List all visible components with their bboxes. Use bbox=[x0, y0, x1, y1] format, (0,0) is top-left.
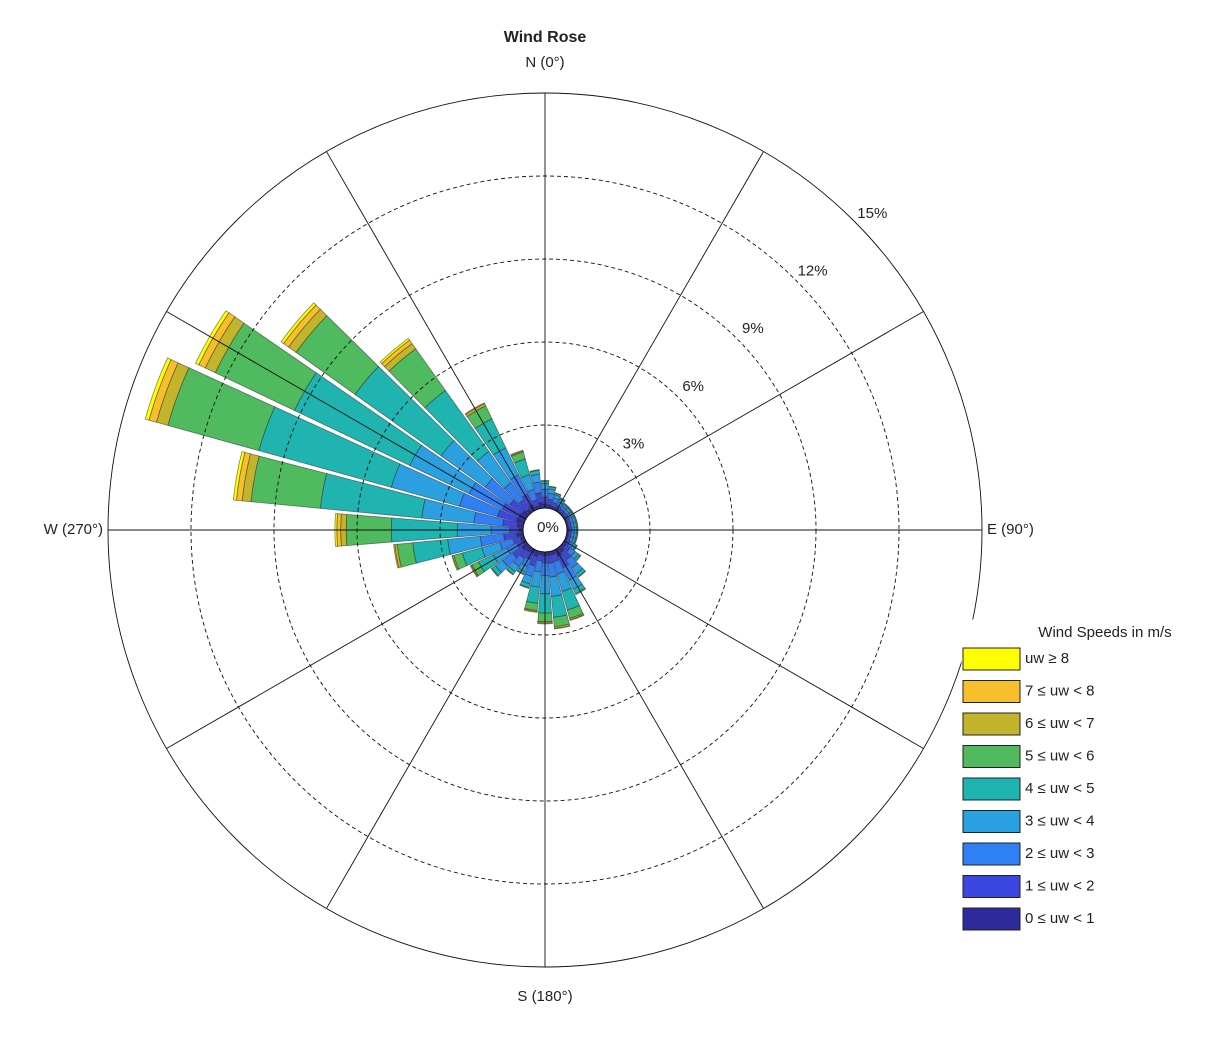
r-tick-label: 0% bbox=[537, 519, 559, 536]
bar-segment bbox=[554, 492, 562, 496]
legend-label: 4 ≤ uw < 5 bbox=[1025, 780, 1095, 797]
spoke bbox=[326, 151, 535, 512]
legend-label: 6 ≤ uw < 7 bbox=[1025, 715, 1095, 732]
bar-segment bbox=[519, 583, 530, 590]
r-tick-label: 6% bbox=[682, 378, 704, 395]
bar-segment bbox=[574, 538, 578, 545]
bar-segment bbox=[569, 614, 585, 622]
spoke bbox=[326, 548, 535, 909]
bar-segment bbox=[576, 532, 579, 539]
legend-label: 2 ≤ uw < 3 bbox=[1025, 845, 1095, 862]
legend-swatch bbox=[962, 810, 1021, 833]
bar-segment bbox=[490, 567, 499, 578]
legend-swatch bbox=[962, 842, 1021, 866]
bar-segment bbox=[563, 502, 569, 508]
bar-segment bbox=[505, 568, 514, 576]
r-tick-label: 3% bbox=[623, 436, 645, 453]
center-hole bbox=[522, 507, 568, 553]
spoke bbox=[555, 151, 764, 512]
r-tick-label: 15% bbox=[857, 205, 887, 222]
theta-tick-label: W (270°) bbox=[44, 521, 103, 538]
spoke bbox=[166, 540, 527, 749]
theta-tick-label: S (180°) bbox=[517, 988, 572, 1005]
spoke bbox=[563, 540, 924, 749]
legend-swatch bbox=[962, 745, 1021, 768]
legend-label: 5 ≤ uw < 6 bbox=[1025, 747, 1095, 764]
bar-segment bbox=[232, 451, 246, 501]
bar-segment bbox=[548, 485, 557, 489]
bar-segment bbox=[393, 544, 400, 569]
bar-segment bbox=[379, 337, 411, 365]
bar-segment bbox=[529, 469, 540, 473]
bar-segment bbox=[577, 570, 587, 578]
legend-label: 3 ≤ uw < 4 bbox=[1025, 812, 1095, 829]
legend-label: 1 ≤ uw < 2 bbox=[1025, 877, 1095, 894]
bar-segment bbox=[523, 608, 538, 613]
legend-label: 0 ≤ uw < 1 bbox=[1025, 910, 1095, 927]
bar-segment bbox=[567, 506, 573, 512]
bar-segment bbox=[510, 449, 524, 456]
bar-segment bbox=[144, 357, 172, 421]
legend-label: uw ≥ 8 bbox=[1025, 650, 1069, 667]
r-tick-label: 12% bbox=[798, 263, 828, 280]
theta-tick-label: E (90°) bbox=[987, 521, 1034, 538]
legend-label: 7 ≤ uw < 8 bbox=[1025, 682, 1095, 699]
spoke bbox=[555, 548, 764, 909]
bar-segment bbox=[576, 521, 579, 528]
spoke bbox=[166, 311, 527, 520]
r-tick-label: 9% bbox=[742, 320, 764, 337]
bar-segment bbox=[575, 554, 582, 562]
legend-swatch bbox=[962, 777, 1021, 801]
bar-segment bbox=[574, 515, 578, 522]
legend-swatch bbox=[962, 907, 1021, 931]
legend-title: Wind Speeds in m/s bbox=[1038, 624, 1171, 641]
legend-swatch bbox=[962, 875, 1021, 898]
bar-segment bbox=[280, 302, 317, 345]
bar-segment bbox=[451, 555, 459, 571]
spoke bbox=[563, 311, 924, 520]
bar-segment bbox=[554, 625, 571, 630]
bar-segment bbox=[412, 538, 451, 564]
legend-swatch bbox=[962, 712, 1021, 736]
legend-swatch bbox=[962, 647, 1021, 671]
legend-swatch bbox=[962, 680, 1021, 703]
chart-title: Wind Rose bbox=[504, 29, 587, 46]
theta-tick-label: N (0°) bbox=[525, 54, 564, 71]
